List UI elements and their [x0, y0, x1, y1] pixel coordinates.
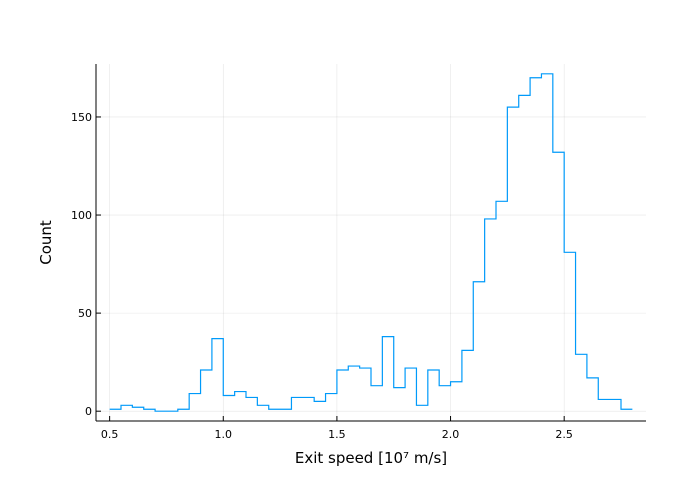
y-tick-label: 150	[71, 111, 92, 124]
ticks: 0.5 1.0 1.5 2.0 2.5 0 50 100 150	[71, 111, 573, 441]
x-tick-label: 0.5	[101, 428, 119, 441]
x-tick-label: 1.0	[215, 428, 233, 441]
axes	[95, 64, 646, 422]
x-tick-label: 1.5	[328, 428, 346, 441]
x-axis-label: Exit speed [10⁷ m/s]	[295, 449, 447, 467]
y-tick-label: 0	[85, 405, 92, 418]
x-tick-label: 2.5	[555, 428, 573, 441]
y-tick-label: 50	[78, 307, 92, 320]
x-tick-label: 2.0	[442, 428, 460, 441]
y-axis-label: Count	[37, 220, 55, 265]
y-tick-label: 100	[71, 209, 92, 222]
histogram-step-line	[109, 73, 633, 412]
